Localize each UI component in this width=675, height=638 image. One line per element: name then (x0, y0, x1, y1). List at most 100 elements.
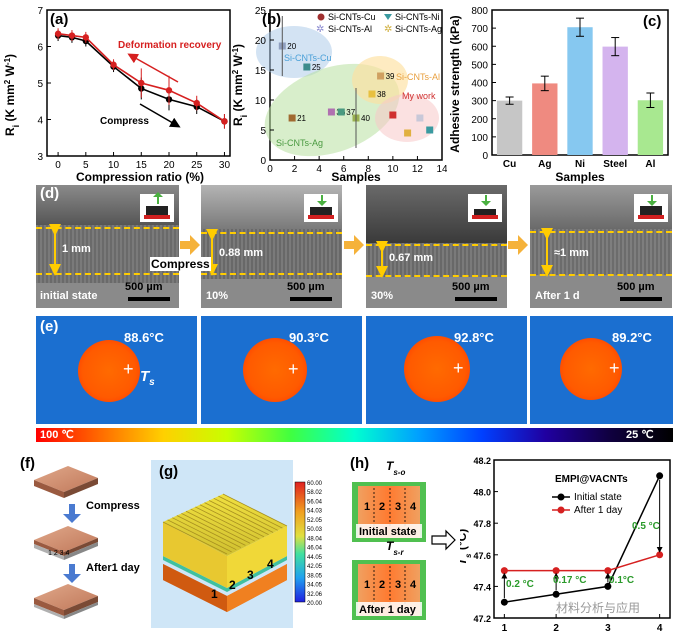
ir-image-1 (36, 316, 197, 424)
h-ytick-label: 47.4 (473, 582, 491, 592)
g-fin (162, 521, 228, 555)
svg-text:After 1 day: After 1 day (359, 604, 417, 616)
panel-c-ylabel: Adhesive strength (kPa) (448, 15, 462, 152)
c-xtick-label: Al (645, 159, 655, 170)
a-point (138, 79, 145, 87)
step-arrow-1 (180, 235, 200, 255)
svg-text:(h): (h) (350, 455, 369, 472)
g-colorbar-label: 54.03 (307, 509, 323, 515)
ir-temp-1: 88.6°C (124, 330, 164, 345)
panel-e: (e) 88.6°C 90.3°C 92.8°C 89.2°C + + + + … (0, 316, 675, 446)
panel-b-ylabel: Ri (K mm2 W-1) (232, 44, 249, 126)
crosshair-4: + (609, 358, 620, 378)
svg-text:1: 1 (364, 579, 370, 591)
panel-b-region-al-label: Si-CNTs-Al (396, 72, 440, 82)
c-ytick-label: 400 (471, 79, 488, 90)
a-xtick-label: 25 (191, 160, 203, 171)
svg-text:Initial state: Initial state (574, 492, 622, 503)
g-colorbar-label: 48.04 (307, 536, 323, 542)
b-xtick-label: 6 (341, 164, 347, 175)
b-xtick-label: 14 (436, 164, 447, 175)
g-colorbar-label: 38.05 (307, 573, 323, 579)
scale-1: 500 µm (125, 281, 163, 293)
h-point (604, 567, 612, 575)
b-xtick-label: 2 (292, 164, 298, 175)
b-point-label: 38 (377, 90, 386, 99)
svg-text:1: 1 (211, 587, 218, 601)
thickness-4: ≈1 mm (554, 247, 589, 259)
svg-text:Compress: Compress (86, 500, 140, 512)
sem-image-10pct (201, 185, 342, 308)
a-xtick-label: 20 (163, 160, 175, 171)
h-ytick-label: 47.6 (473, 551, 491, 561)
svg-text:✲: ✲ (316, 24, 324, 35)
svg-text:4: 4 (267, 557, 274, 571)
b-point (377, 72, 385, 80)
step-arrow-2 (344, 235, 364, 255)
svg-text:3: 3 (395, 579, 401, 591)
a-xtick-label: 15 (136, 160, 148, 171)
a-xtick-label: 0 (55, 160, 61, 171)
svg-text:Initial state: Initial state (359, 526, 416, 538)
panel-b-region-cu-label: Si-CNTs-Cu (284, 53, 332, 63)
panel-b-xlabel: Samples (331, 170, 381, 184)
device-icon-4 (634, 194, 668, 222)
b-point (389, 111, 397, 119)
c-ytick-label: 200 (471, 115, 488, 126)
c-bar (567, 27, 593, 155)
b-ytick-label: 20 (255, 36, 267, 47)
b-xtick-label: 8 (366, 164, 372, 175)
c-bar (602, 46, 628, 155)
svg-text:(f): (f) (20, 455, 35, 472)
svg-text:3: 3 (247, 568, 254, 582)
h-xtick-label: 4 (657, 623, 663, 634)
state-1: initial state (40, 290, 98, 302)
svg-text:4: 4 (410, 501, 417, 513)
c-ytick-label: 700 (471, 24, 488, 35)
ts-label: Ts (140, 368, 155, 388)
ir-temp-3: 92.8°C (454, 330, 494, 345)
h-point (604, 582, 612, 590)
panel-f: (f) Compress 1 2 3 4 After1 day (20, 455, 141, 619)
g-fin (218, 495, 283, 529)
svg-text:After 1 day: After 1 day (574, 505, 622, 516)
h-point (552, 567, 560, 575)
a-ytick-label: 6 (37, 43, 43, 54)
panel-c-label: (c) (643, 13, 661, 30)
b-ytick-label: 25 (255, 6, 267, 17)
a-ytick-label: 5 (37, 79, 43, 90)
b-point (404, 129, 412, 137)
b-ytick-label: 5 (260, 126, 266, 137)
c-xtick-label: Ni (575, 159, 585, 170)
panel-a-ylabel: Ri (K mm2 W-1) (3, 54, 22, 136)
h-point (500, 598, 508, 606)
b-ytick-label: 15 (255, 66, 267, 77)
sem-image-after1d (530, 185, 672, 308)
b-point (426, 126, 434, 134)
compress-label: Compress (150, 257, 211, 271)
b-point-label: 39 (386, 72, 395, 81)
c-xtick-label: Ag (538, 159, 551, 170)
g-fin (172, 517, 237, 551)
a-point (82, 34, 90, 41)
panel-a-chart: 0 5 10 15 20 25 30 3 4 5 6 7 (a) Compression ratio … (3, 6, 231, 184)
c-ytick-label: 600 (471, 42, 488, 53)
h-point (552, 590, 560, 598)
panel-a-annot-recovery: Deformation recovery (118, 40, 222, 51)
c-bar (532, 83, 558, 155)
panel-b-region-mywork (375, 94, 439, 142)
h-xtick-label: 1 (502, 623, 508, 634)
g-colorbar-label: 42.05 (307, 564, 323, 570)
ir-image-4 (530, 316, 673, 424)
h-ytick-label: 47.2 (473, 614, 491, 624)
thickness-2: 0.88 mm (219, 247, 264, 259)
ir-temp-2: 90.3°C (289, 330, 329, 345)
h-series-line (504, 554, 660, 572)
b-xtick-label: 12 (412, 164, 424, 175)
panel-b-region-cu (256, 26, 332, 78)
scale-4: 500 µm (617, 281, 655, 293)
scale-2: 500 µm (287, 281, 325, 293)
b-point (337, 108, 345, 116)
svg-text:Si-CNTs-Ni: Si-CNTs-Ni (395, 12, 440, 22)
